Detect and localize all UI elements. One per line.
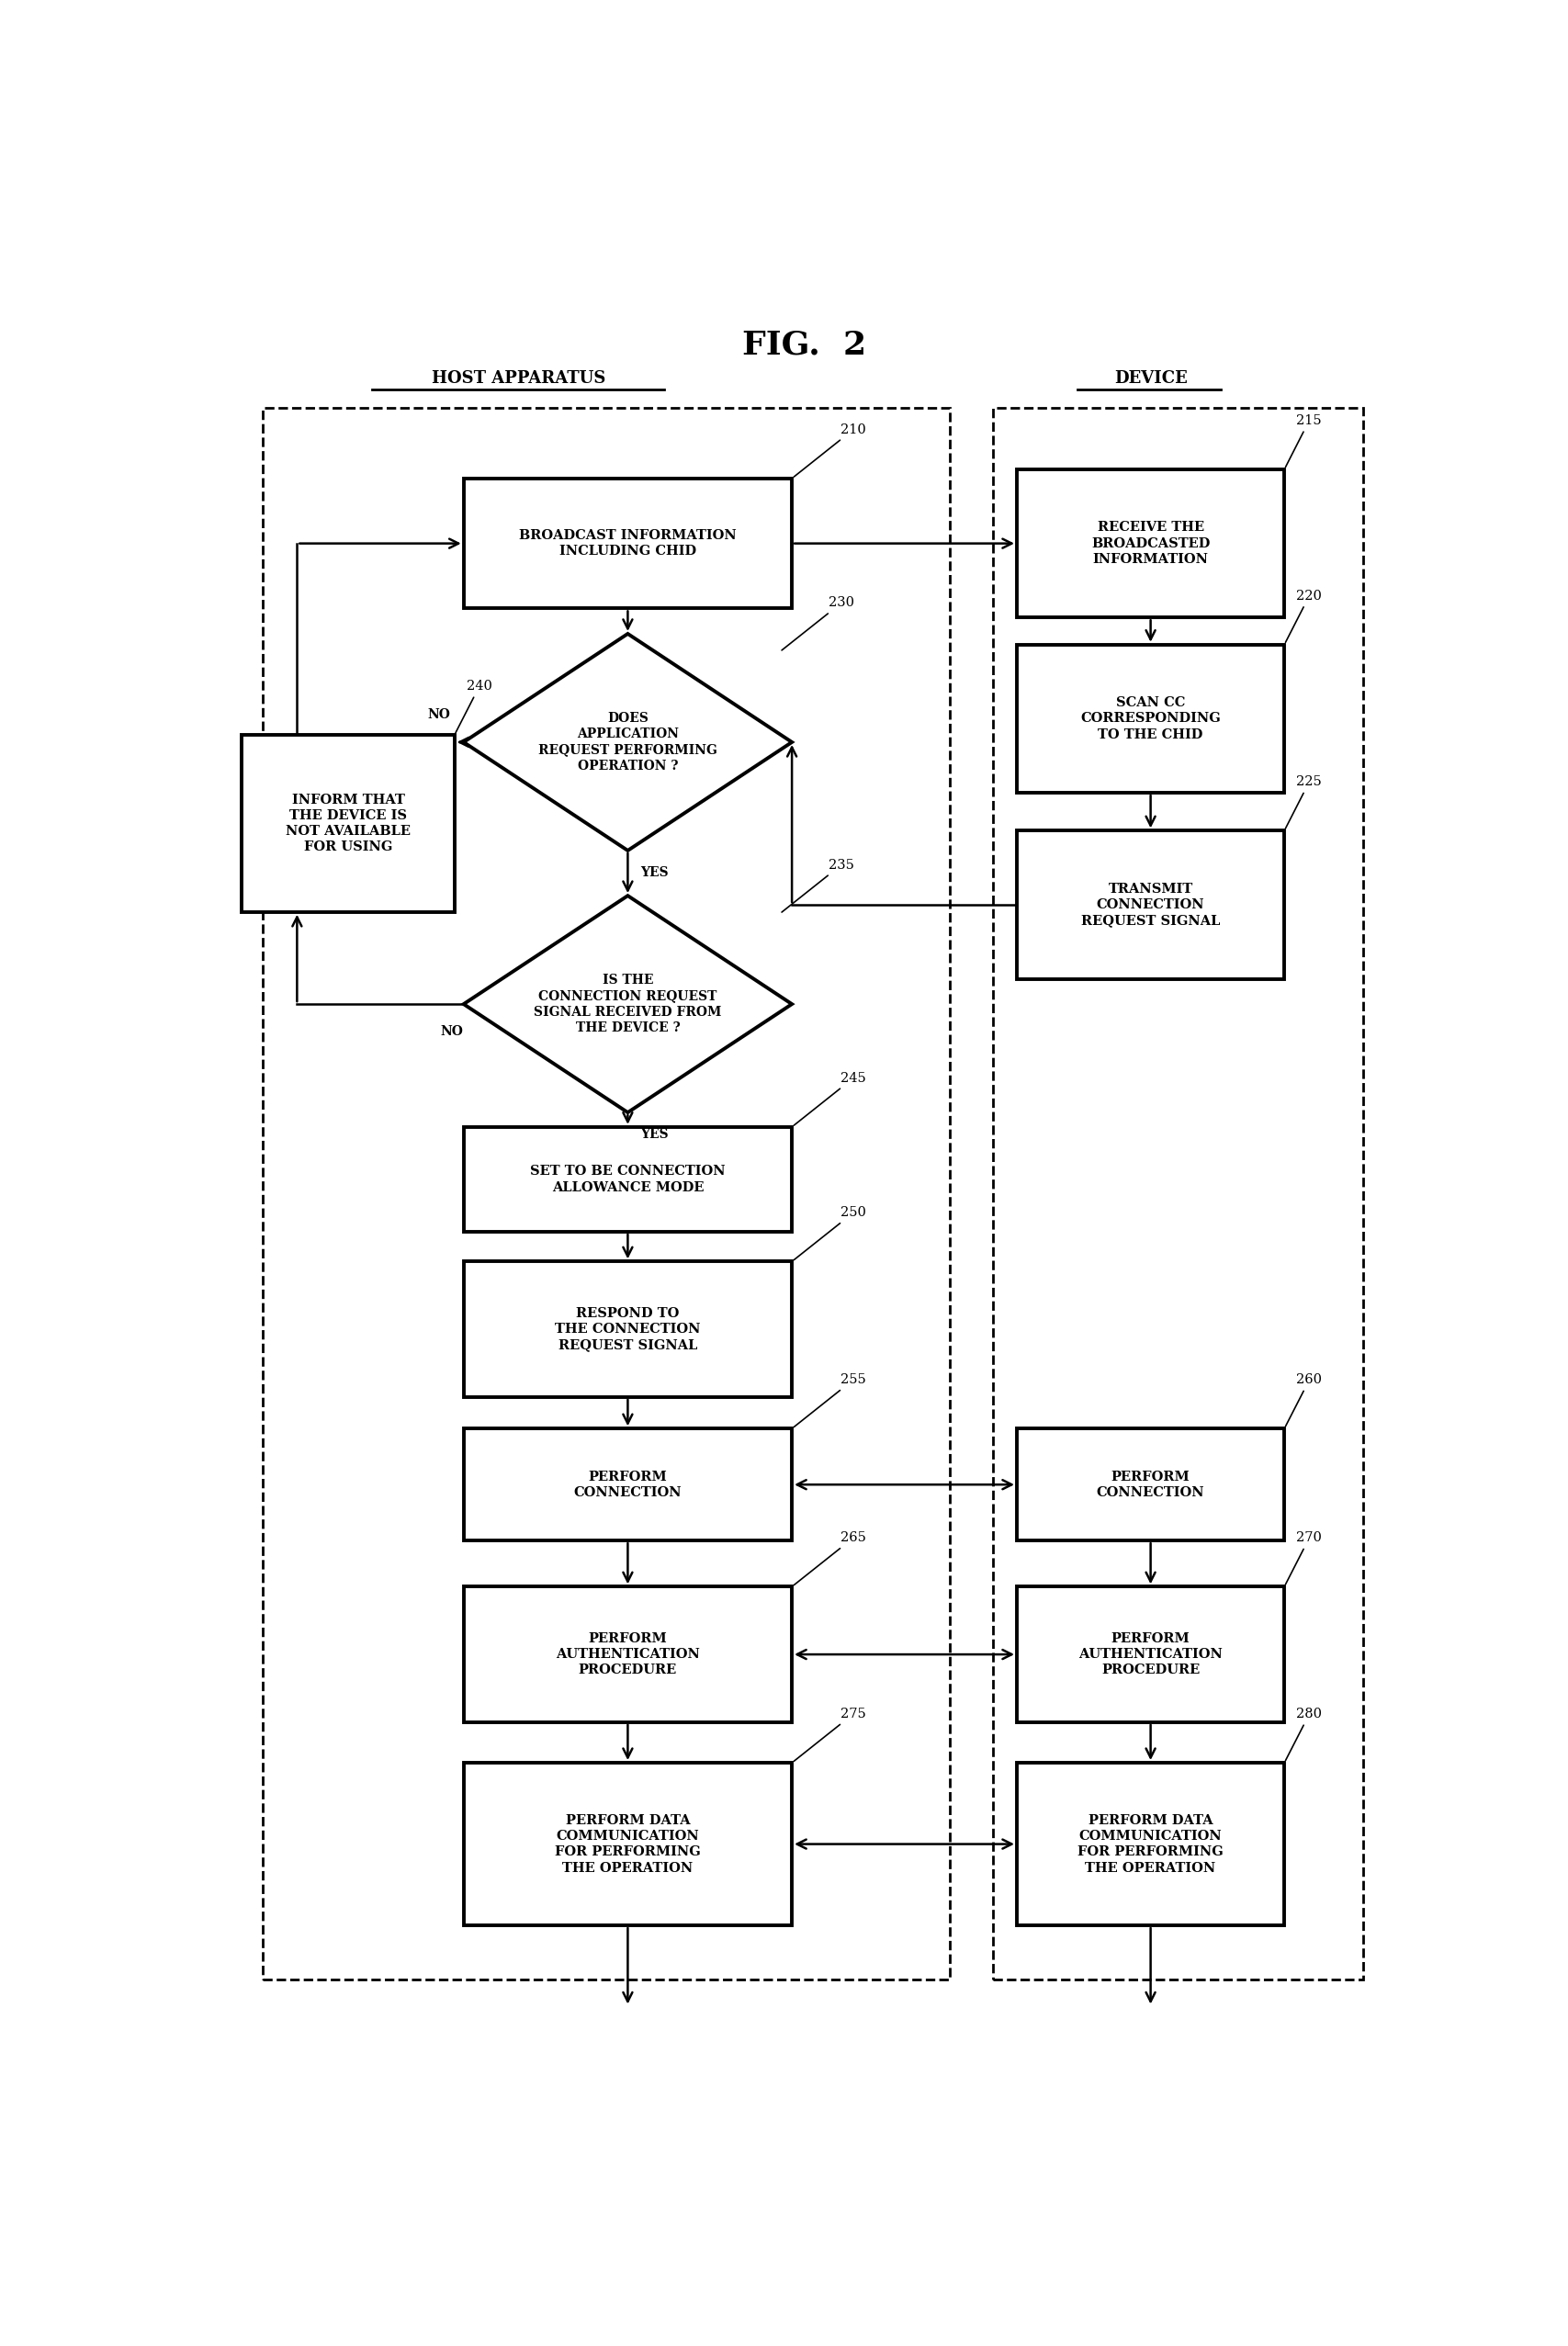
Bar — [464, 1762, 792, 1926]
Bar — [464, 1429, 792, 1541]
Bar — [464, 1586, 792, 1722]
Text: BROADCAST INFORMATION
INCLUDING CHID: BROADCAST INFORMATION INCLUDING CHID — [519, 530, 735, 558]
Text: PERFORM
CONNECTION: PERFORM CONNECTION — [1096, 1471, 1204, 1499]
Text: 260: 260 — [1284, 1372, 1322, 1426]
Text: SCAN CC
CORRESPONDING
TO THE CHID: SCAN CC CORRESPONDING TO THE CHID — [1080, 697, 1220, 741]
Bar — [1016, 645, 1284, 793]
Bar — [1016, 1762, 1284, 1926]
Text: DOES
APPLICATION
REQUEST PERFORMING
OPERATION ?: DOES APPLICATION REQUEST PERFORMING OPER… — [538, 711, 717, 772]
Text: 255: 255 — [793, 1372, 866, 1426]
Text: 230: 230 — [781, 596, 853, 650]
Text: 250: 250 — [793, 1206, 866, 1260]
Text: INFORM THAT
THE DEVICE IS
NOT AVAILABLE
FOR USING: INFORM THAT THE DEVICE IS NOT AVAILABLE … — [285, 793, 411, 854]
Text: PERFORM DATA
COMMUNICATION
FOR PERFORMING
THE OPERATION: PERFORM DATA COMMUNICATION FOR PERFORMIN… — [1077, 1813, 1223, 1874]
Polygon shape — [464, 633, 792, 852]
Text: NO: NO — [428, 708, 450, 723]
Text: HOST APPARATUS: HOST APPARATUS — [431, 371, 605, 387]
Text: 265: 265 — [793, 1532, 866, 1586]
Bar — [464, 479, 792, 608]
Text: 215: 215 — [1284, 415, 1322, 467]
Text: 210: 210 — [793, 422, 866, 476]
Text: PERFORM
AUTHENTICATION
PROCEDURE: PERFORM AUTHENTICATION PROCEDURE — [555, 1633, 699, 1677]
Text: 235: 235 — [781, 859, 853, 913]
Text: PERFORM
AUTHENTICATION
PROCEDURE: PERFORM AUTHENTICATION PROCEDURE — [1077, 1633, 1221, 1677]
Text: 220: 220 — [1284, 589, 1322, 643]
Bar — [464, 1262, 792, 1396]
Text: PERFORM
CONNECTION: PERFORM CONNECTION — [574, 1471, 682, 1499]
Text: YES: YES — [640, 1128, 668, 1140]
Text: IS THE
CONNECTION REQUEST
SIGNAL RECEIVED FROM
THE DEVICE ?: IS THE CONNECTION REQUEST SIGNAL RECEIVE… — [533, 974, 721, 1035]
Bar — [464, 1126, 792, 1232]
Text: SET TO BE CONNECTION
ALLOWANCE MODE: SET TO BE CONNECTION ALLOWANCE MODE — [530, 1166, 724, 1194]
Text: RECEIVE THE
BROADCASTED
INFORMATION: RECEIVE THE BROADCASTED INFORMATION — [1091, 521, 1209, 565]
Text: 240: 240 — [455, 680, 492, 732]
Bar — [1016, 469, 1284, 617]
Bar — [1016, 1429, 1284, 1541]
Bar — [1016, 1586, 1284, 1722]
Text: 275: 275 — [793, 1708, 866, 1762]
Text: NO: NO — [439, 1025, 463, 1037]
Text: 225: 225 — [1284, 777, 1322, 828]
Polygon shape — [464, 896, 792, 1112]
Text: PERFORM DATA
COMMUNICATION
FOR PERFORMING
THE OPERATION: PERFORM DATA COMMUNICATION FOR PERFORMIN… — [555, 1813, 701, 1874]
Bar — [1016, 830, 1284, 978]
Text: YES: YES — [640, 866, 668, 880]
Text: TRANSMIT
CONNECTION
REQUEST SIGNAL: TRANSMIT CONNECTION REQUEST SIGNAL — [1080, 882, 1220, 927]
Text: FIG.  2: FIG. 2 — [742, 328, 866, 361]
Bar — [263, 408, 950, 1980]
Text: RESPOND TO
THE CONNECTION
REQUEST SIGNAL: RESPOND TO THE CONNECTION REQUEST SIGNAL — [555, 1307, 701, 1351]
Bar — [241, 734, 455, 913]
Text: DEVICE: DEVICE — [1113, 371, 1187, 387]
Text: 245: 245 — [793, 1072, 866, 1126]
Text: 280: 280 — [1284, 1708, 1322, 1760]
Text: 270: 270 — [1284, 1532, 1322, 1584]
Bar — [993, 408, 1363, 1980]
